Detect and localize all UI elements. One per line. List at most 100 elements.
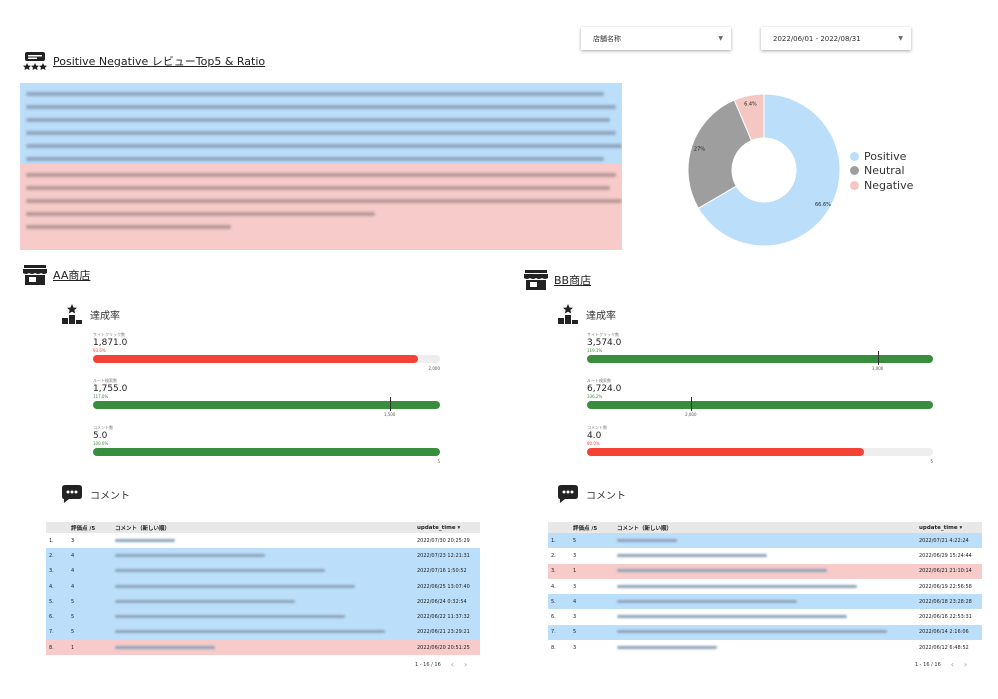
slice-percent-label: 27% <box>694 147 705 153</box>
kpi-target-marker <box>389 397 391 411</box>
store-icon <box>524 270 548 290</box>
donut-legend: Positive Neutral Negative <box>850 149 913 193</box>
row-index: 8. <box>548 640 570 656</box>
row-update-time: 2022/06/25 13:07:40 <box>414 578 480 595</box>
row-index: 1. <box>548 533 570 549</box>
chevron-right-icon[interactable]: › <box>463 660 468 669</box>
row-score: 1 <box>570 563 614 579</box>
row-index: 3. <box>548 563 570 579</box>
table-row[interactable]: 4. 4 2022/06/25 13:07:40 <box>46 578 480 595</box>
row-update-time: 2022/07/30 20:25:29 <box>414 533 480 549</box>
row-score: 1 <box>68 640 112 656</box>
kpi-label: サイトクリック数 <box>93 332 125 337</box>
legend-item-positive[interactable]: Positive <box>850 149 913 164</box>
table-row[interactable]: 7. 5 2022/06/21 23:29:21 <box>46 624 480 641</box>
table-row[interactable]: 5. 5 2022/06/24 0:32:54 <box>46 594 480 610</box>
kpi-progress-bar: 2,000 <box>587 397 933 417</box>
row-score: 4 <box>570 594 614 610</box>
table-row[interactable]: 6. 3 2022/06/16 22:53:31 <box>548 609 982 625</box>
col-header-update-time[interactable]: update_time ▾ <box>916 522 982 533</box>
row-update-time: 2022/06/29 15:24:44 <box>916 548 982 564</box>
chevron-left-icon[interactable]: ‹ <box>950 660 954 669</box>
chevron-right-icon[interactable]: › <box>963 660 968 669</box>
row-score: 4 <box>68 578 112 595</box>
date-range-label: 2022/06/01 - 2022/08/31 <box>773 34 861 43</box>
legend-item-neutral[interactable]: Neutral <box>850 164 913 179</box>
row-comment <box>112 578 414 595</box>
col-header-score[interactable]: 評価点 /5 <box>68 522 112 533</box>
kpi-value: 1,871.0 <box>93 338 128 348</box>
col-header-score[interactable]: 評価点 /5 <box>570 522 614 533</box>
legend-label: Positive <box>864 149 907 163</box>
redacted-comment-text <box>617 630 887 634</box>
kpi-target-label: 2,000 <box>685 412 697 417</box>
table-row[interactable]: 1. 5 2022/07/21 4:22:24 <box>548 533 982 549</box>
kpi-progress-bar: 5 <box>587 448 933 464</box>
kpi-percent: 117.0% <box>93 394 109 399</box>
chevron-left-icon[interactable]: ‹ <box>450 660 454 669</box>
row-update-time: 2022/06/12 6:48:52 <box>916 640 982 656</box>
row-update-time: 2022/07/16 1:50:52 <box>414 563 480 579</box>
table-row[interactable]: 3. 1 2022/06/21 21:10:14 <box>548 563 982 579</box>
row-score: 3 <box>570 640 614 656</box>
redacted-comment-text <box>617 553 767 557</box>
slice-neutral[interactable] <box>687 99 753 209</box>
store-header-bb: BB商店 <box>524 270 591 290</box>
date-range-dropdown[interactable]: 2022/06/01 - 2022/08/31 ▼ <box>761 27 911 50</box>
slice-negative[interactable] <box>733 93 765 142</box>
redacted-comment-text <box>617 599 797 603</box>
ranking-icon <box>62 304 82 324</box>
row-score: 3 <box>570 578 614 595</box>
kpi-label: サイトクリック数 <box>587 332 619 337</box>
kpi-route-search-aa: ルート検索数 1,755.0 117.0% 1,500 <box>93 378 440 417</box>
legend-label: Negative <box>864 178 914 192</box>
table-header-row: 評価点 /5 コメント（新しい順） update_time ▾ <box>46 522 480 533</box>
table-row[interactable]: 4. 3 2022/06/19 22:56:58 <box>548 578 982 595</box>
table-row[interactable]: 7. 5 2022/06/14 2:16:06 <box>548 624 982 641</box>
kpi-target-marker <box>877 351 879 365</box>
row-update-time: 2022/06/16 22:53:31 <box>916 609 982 625</box>
store-filter-dropdown[interactable]: 店舗名称 ▼ <box>581 27 731 50</box>
table-row[interactable]: 3. 4 2022/07/16 1:50:52 <box>46 563 480 579</box>
col-header-comment[interactable]: コメント（新しい順） <box>112 522 414 533</box>
kpi-progress-fill <box>587 401 933 409</box>
legend-item-negative[interactable]: Negative <box>850 178 913 193</box>
redacted-comment-text <box>617 645 717 649</box>
row-score: 3 <box>570 609 614 625</box>
row-comment <box>614 578 916 595</box>
kpi-site-clicks-aa: サイトクリック数 1,871.0 93.6% 2,000 <box>93 332 440 371</box>
legend-label: Neutral <box>864 164 905 178</box>
slice-positive[interactable] <box>697 93 841 247</box>
row-update-time: 2022/06/21 23:29:21 <box>414 624 480 641</box>
col-header-update-time[interactable]: update_time ▾ <box>414 522 480 533</box>
kpi-percent: 119.1% <box>587 348 603 353</box>
table-row[interactable]: 2. 3 2022/06/29 15:24:44 <box>548 548 982 564</box>
row-update-time: 2022/06/22 11:37:32 <box>414 609 480 625</box>
redacted-comment-text <box>617 615 847 619</box>
row-score: 3 <box>68 533 112 549</box>
kpi-label: ルート検索数 <box>93 378 117 383</box>
store-name[interactable]: BB商店 <box>554 274 592 287</box>
table-row[interactable]: 5. 4 2022/06/18 23:28:28 <box>548 594 982 610</box>
kpi-progress-bar: 2,000 <box>93 355 440 371</box>
ranking-icon <box>558 304 578 324</box>
table-row[interactable]: 2. 4 2022/07/23 12:21:31 <box>46 548 480 564</box>
table-pager-bb: 1 - 16 / 16 ‹ › <box>915 660 967 669</box>
kpi-label: ルート検索数 <box>587 378 611 383</box>
table-row[interactable]: 8. 1 2022/06/20 20:51:25 <box>46 640 480 656</box>
store-name[interactable]: AA商店 <box>53 269 91 282</box>
legend-swatch <box>850 180 859 190</box>
row-comment <box>614 533 916 549</box>
row-update-time: 2022/06/18 23:28:28 <box>916 594 982 610</box>
row-comment <box>614 563 916 579</box>
kpi-percent: 336.2% <box>587 394 603 399</box>
table-row[interactable]: 6. 5 2022/06/22 11:37:32 <box>46 609 480 625</box>
row-comment <box>112 533 414 549</box>
redacted-comment-text <box>617 538 677 542</box>
table-row[interactable]: 1. 3 2022/07/30 20:25:29 <box>46 533 480 549</box>
redacted-comment-text <box>617 584 857 588</box>
redacted-comment-text <box>115 645 215 649</box>
table-row[interactable]: 8. 3 2022/06/12 6:48:52 <box>548 640 982 656</box>
col-header-comment[interactable]: コメント（新しい順） <box>614 522 916 533</box>
kpi-value: 3,574.0 <box>587 338 622 348</box>
